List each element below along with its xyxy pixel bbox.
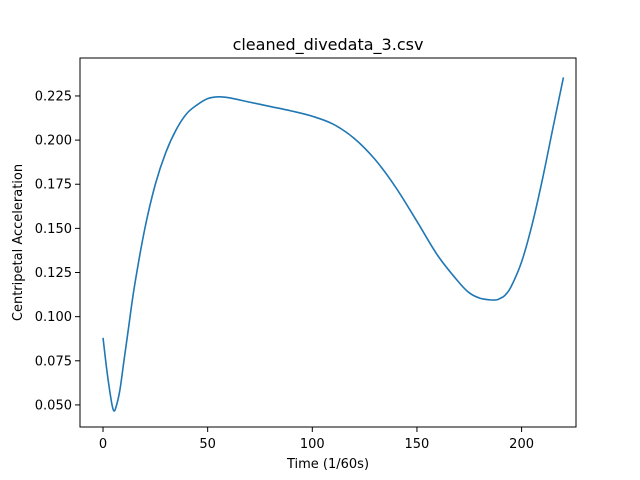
chart-title: cleaned_divedata_3.csv	[233, 35, 424, 55]
y-tick-label: 0.125	[35, 266, 72, 281]
y-tick-label: 0.050	[35, 398, 72, 413]
plot-frame	[79, 57, 577, 428]
y-tick-label: 0.225	[35, 89, 72, 104]
x-tick-label: 150	[405, 437, 430, 452]
x-tick-label: 50	[199, 437, 216, 452]
y-tick-label: 0.150	[35, 222, 72, 237]
series-line	[102, 77, 565, 412]
y-tick-label: 0.075	[35, 354, 72, 369]
y-tick-label: 0.175	[35, 178, 72, 193]
x-tick-label: 200	[509, 437, 534, 452]
y-axis-label: Centripetal Acceleration	[11, 164, 26, 321]
x-tick-label: 100	[300, 437, 325, 452]
y-tick-label: 0.200	[35, 134, 72, 149]
x-axis-label: Time (1/60s)	[286, 457, 369, 472]
y-tick-label: 0.100	[35, 310, 72, 325]
x-tick-label: 0	[99, 437, 107, 452]
